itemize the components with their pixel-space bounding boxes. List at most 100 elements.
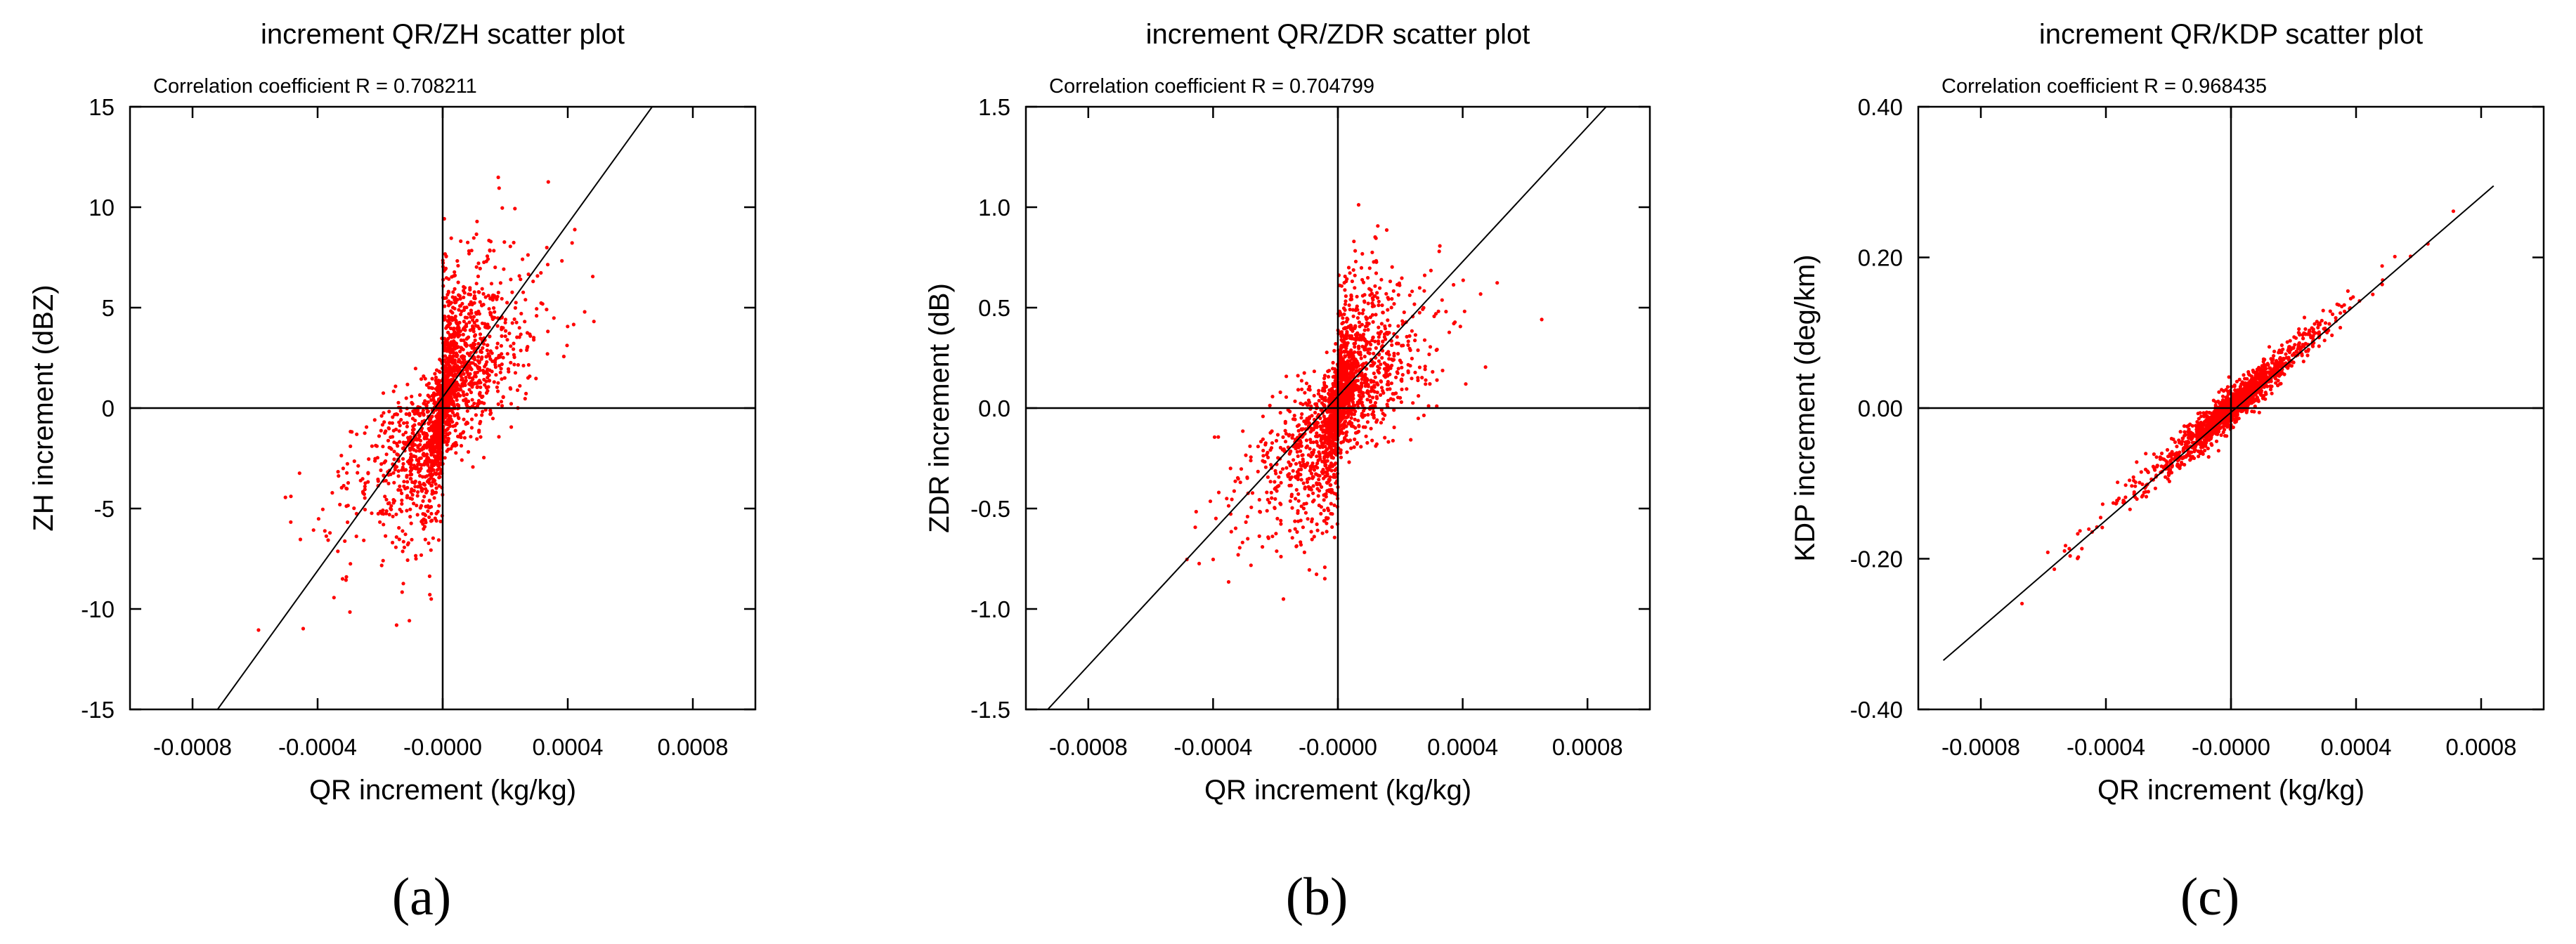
scatter-point bbox=[447, 317, 451, 322]
scatter-point bbox=[338, 502, 342, 507]
scatter-point bbox=[451, 354, 455, 358]
scatter-point bbox=[2250, 409, 2254, 414]
scatter-point bbox=[1407, 293, 1412, 297]
scatter-point bbox=[393, 545, 398, 549]
scatter-point bbox=[2282, 356, 2286, 361]
scatter-point bbox=[344, 486, 349, 490]
scatter-point bbox=[336, 470, 340, 474]
scatter-point bbox=[1400, 276, 1404, 280]
scatter-point bbox=[412, 423, 417, 427]
scatter-point bbox=[403, 532, 408, 537]
scatter-point bbox=[1322, 493, 1326, 497]
scatter-point bbox=[2302, 315, 2307, 320]
y-tick-label: 5 bbox=[102, 295, 115, 321]
scatter-point bbox=[1361, 394, 1365, 398]
scatter-point bbox=[454, 451, 458, 455]
scatter-point bbox=[1377, 335, 1381, 339]
scatter-point bbox=[432, 433, 436, 438]
scatter-point bbox=[1295, 530, 1299, 535]
scatter-point bbox=[458, 349, 462, 354]
scatter-point bbox=[471, 324, 475, 328]
scatter-point bbox=[1322, 398, 1327, 402]
scatter-point bbox=[429, 511, 434, 516]
scatter-point bbox=[403, 431, 408, 435]
scatter-point bbox=[2282, 372, 2286, 376]
scatter-point bbox=[1238, 480, 1242, 485]
scatter-point bbox=[472, 401, 476, 406]
scatter-point bbox=[1372, 371, 1376, 376]
scatter-point bbox=[407, 438, 411, 442]
scatter-point bbox=[2304, 342, 2308, 346]
scatter-point bbox=[1325, 454, 1329, 459]
scatter-point bbox=[1284, 395, 1289, 399]
scatter-point bbox=[404, 412, 408, 417]
scatter-point bbox=[438, 370, 442, 374]
scatter-point bbox=[488, 354, 492, 358]
scatter-point bbox=[493, 266, 497, 270]
scatter-point bbox=[429, 439, 434, 443]
scatter-point bbox=[1396, 324, 1400, 328]
scatter-point bbox=[492, 380, 496, 384]
scatter-point bbox=[523, 298, 528, 302]
scatter-point bbox=[349, 444, 353, 449]
scatter-point bbox=[412, 464, 417, 468]
scatter-point bbox=[1344, 346, 1348, 350]
scatter-point bbox=[1341, 316, 1345, 320]
scatter-point bbox=[1283, 440, 1288, 444]
scatter-point bbox=[1365, 440, 1370, 445]
scatter-point bbox=[1380, 303, 1384, 308]
scatter-point bbox=[418, 473, 422, 478]
scatter-point bbox=[1377, 325, 1381, 329]
scatter-point bbox=[508, 244, 512, 249]
scatter-point bbox=[435, 393, 439, 397]
scatter-point bbox=[388, 421, 392, 425]
scatter-point bbox=[455, 402, 460, 407]
scatter-point bbox=[1369, 288, 1373, 292]
scatter-point bbox=[400, 498, 404, 502]
scatter-point bbox=[445, 409, 450, 414]
scatter-point bbox=[1323, 438, 1327, 442]
scatter-point bbox=[422, 483, 427, 487]
scatter-point bbox=[493, 360, 497, 365]
scatter-point bbox=[1301, 525, 1305, 530]
scatter-point bbox=[410, 428, 415, 432]
scatter-point bbox=[1306, 403, 1310, 407]
scatter-point bbox=[459, 239, 463, 243]
scatter-point bbox=[1432, 314, 1436, 318]
scatter-point bbox=[462, 289, 466, 293]
scatter-point bbox=[417, 457, 422, 461]
scatter-point bbox=[1269, 446, 1274, 450]
scatter-point bbox=[1359, 266, 1364, 270]
scatter-point bbox=[1315, 522, 1319, 527]
scatter-point bbox=[370, 444, 375, 448]
scatter-point bbox=[2237, 377, 2242, 382]
scatter-point bbox=[1346, 317, 1350, 322]
scatter-point bbox=[1458, 324, 1462, 329]
scatter-point bbox=[352, 506, 356, 511]
scatter-point bbox=[1417, 365, 1422, 369]
scatter-point bbox=[1344, 424, 1348, 428]
scatter-point bbox=[454, 386, 458, 390]
scatter-point bbox=[570, 241, 574, 245]
scatter-point bbox=[1363, 384, 1367, 388]
scatter-point bbox=[1369, 389, 1373, 393]
scatter-point bbox=[320, 507, 325, 511]
scatter-point bbox=[1307, 568, 1311, 572]
scatter-point bbox=[410, 487, 414, 492]
scatter-point bbox=[1359, 445, 1363, 449]
scatter-point bbox=[1424, 382, 1428, 386]
scatter-point bbox=[1230, 497, 1234, 501]
scatter-point bbox=[465, 336, 469, 340]
scatter-point bbox=[458, 329, 462, 334]
scatter-point bbox=[1319, 444, 1323, 448]
scatter-point bbox=[474, 265, 479, 269]
scatter-point bbox=[1326, 369, 1330, 374]
scatter-point bbox=[409, 521, 413, 525]
scatter-point bbox=[2237, 388, 2242, 392]
scatter-point bbox=[448, 355, 452, 360]
scatter-point bbox=[478, 300, 482, 304]
scatter-point bbox=[1289, 492, 1294, 497]
scatter-point bbox=[453, 347, 457, 351]
scatter-point bbox=[456, 280, 460, 284]
scatter-point bbox=[1366, 412, 1370, 417]
